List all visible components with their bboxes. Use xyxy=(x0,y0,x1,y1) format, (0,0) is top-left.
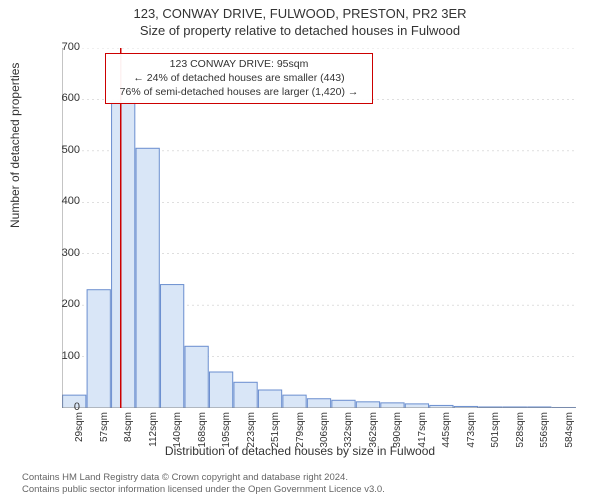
footer-attribution: Contains HM Land Registry data © Crown c… xyxy=(22,472,385,496)
histogram-bar xyxy=(234,382,257,408)
histogram-bar xyxy=(87,290,110,408)
histogram-bar xyxy=(283,395,306,408)
histogram-bar xyxy=(209,372,232,408)
x-axis-label: Distribution of detached houses by size … xyxy=(0,444,600,458)
histogram-bar xyxy=(161,285,184,408)
y-tick-label: 200 xyxy=(40,298,80,310)
histogram-bar xyxy=(112,102,135,408)
y-tick-label: 700 xyxy=(40,41,80,53)
chart-container: 123, CONWAY DRIVE, FULWOOD, PRESTON, PR2… xyxy=(0,0,600,500)
callout-box: 123 CONWAY DRIVE: 95sqm ← 24% of detache… xyxy=(105,53,373,104)
y-tick-label: 500 xyxy=(40,144,80,156)
callout-line-2: ← 24% of detached houses are smaller (44… xyxy=(112,71,366,85)
histogram-bar xyxy=(136,148,159,408)
footer-line-2: Contains public sector information licen… xyxy=(22,484,385,496)
footer-line-1: Contains HM Land Registry data © Crown c… xyxy=(22,472,385,484)
y-axis-label: Number of detached properties xyxy=(8,63,22,228)
titles-block: 123, CONWAY DRIVE, FULWOOD, PRESTON, PR2… xyxy=(0,0,600,40)
histogram-bar xyxy=(307,399,330,408)
callout-line-3: 76% of semi-detached houses are larger (… xyxy=(112,85,366,99)
histogram-bar xyxy=(185,346,208,408)
y-tick-label: 400 xyxy=(40,195,80,207)
y-tick-label: 300 xyxy=(40,247,80,259)
histogram-bar xyxy=(381,403,404,408)
histogram-bar xyxy=(332,400,355,408)
subtitle: Size of property relative to detached ho… xyxy=(0,23,600,40)
address-title: 123, CONWAY DRIVE, FULWOOD, PRESTON, PR2… xyxy=(0,6,600,23)
histogram-bar xyxy=(258,390,281,408)
y-tick-label: 100 xyxy=(40,350,80,362)
histogram-bar xyxy=(356,402,379,408)
callout-line-1: 123 CONWAY DRIVE: 95sqm xyxy=(112,57,366,71)
histogram-bar xyxy=(405,404,428,408)
y-tick-label: 600 xyxy=(40,92,80,104)
